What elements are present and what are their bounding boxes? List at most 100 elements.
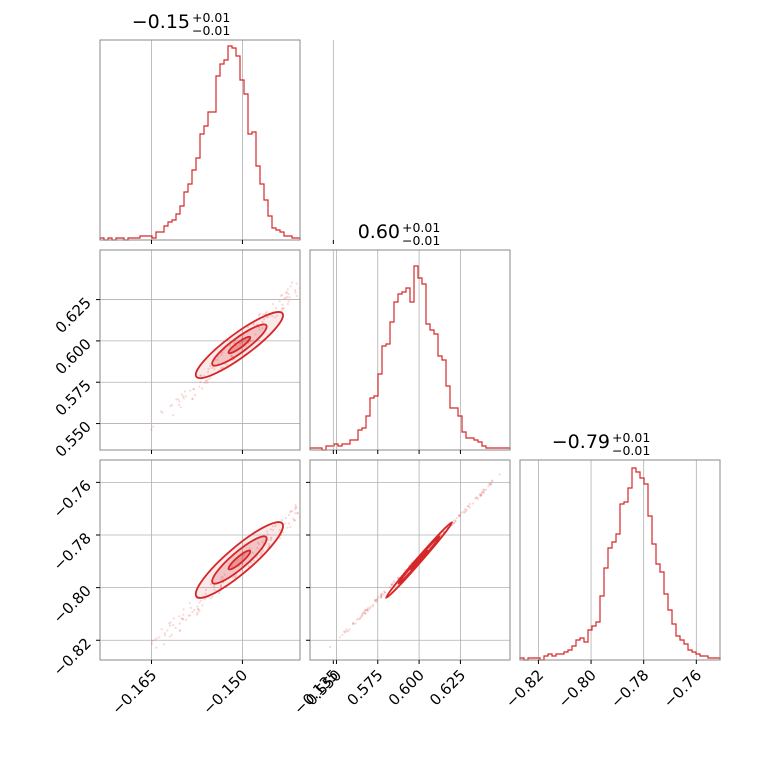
scatter-point (183, 390, 186, 393)
scatter-point (286, 296, 289, 299)
scatter-point (345, 628, 348, 631)
scatter-point (211, 595, 214, 598)
scatter-point (362, 611, 365, 614)
scatter-point (338, 636, 341, 639)
panel-frame (309, 249, 511, 451)
scatter-point (271, 302, 275, 306)
scatter-point (458, 515, 461, 518)
scatter-point (351, 623, 355, 626)
scatter-point (188, 601, 191, 605)
scatter-point (233, 575, 237, 578)
x-tick-label: −0.150 (199, 666, 251, 718)
scatter-point (364, 612, 367, 615)
scatter-point (491, 479, 494, 482)
scatter-point (365, 608, 368, 611)
scatter-point (465, 508, 468, 511)
panel-frame (309, 459, 511, 661)
contour-level (194, 521, 284, 599)
scatter-point (490, 480, 494, 483)
scatter-point (278, 528, 281, 532)
scatter-point (368, 607, 372, 610)
panel-title-value: −0.79 (552, 431, 610, 453)
scatter-point (253, 559, 256, 562)
scatter-point (293, 519, 296, 522)
scatter-point (249, 340, 252, 343)
scatter-point (282, 307, 285, 311)
scatter-point (191, 397, 194, 400)
scatter-point (454, 520, 457, 523)
scatter-point (254, 333, 257, 336)
scatter-point (390, 583, 393, 586)
scatter-point (216, 358, 219, 362)
scatter-point (182, 608, 185, 611)
pair-content (150, 275, 300, 431)
scatter-point (375, 600, 378, 604)
scatter-point (360, 615, 363, 618)
scatter-point (366, 609, 369, 612)
scatter-point (232, 341, 235, 345)
scatter-point (163, 632, 166, 635)
scatter-point (374, 599, 377, 602)
scatter-point (388, 585, 392, 589)
scatter-point (182, 397, 185, 400)
scatter-point (474, 496, 478, 499)
scatter-point (302, 503, 304, 505)
scatter-point (210, 583, 213, 586)
x-tick-label: 0.600 (385, 666, 428, 709)
scatter-point (178, 628, 181, 632)
scatter-point (210, 597, 213, 600)
scatter-point (379, 596, 383, 600)
contour-level (227, 335, 252, 355)
scatter-point (369, 605, 372, 608)
scatter-point (462, 510, 465, 513)
scatter-point (383, 591, 386, 594)
scatter-point (181, 617, 184, 620)
scatter-point (199, 373, 202, 377)
scatter-point (196, 611, 199, 614)
scatter-point (362, 612, 365, 615)
scatter-point (294, 512, 297, 515)
scatter-point (210, 366, 213, 370)
panel-background (310, 250, 510, 450)
y-tick-label: 0.600 (52, 335, 95, 378)
scatter-point (294, 506, 297, 509)
scatter-point (289, 510, 292, 513)
scatter-point (278, 300, 281, 303)
scatter-point (217, 355, 220, 358)
y-tick-label: −0.80 (50, 582, 95, 627)
scatter-point (278, 536, 282, 540)
scatter-point (172, 414, 175, 417)
scatter-point (207, 367, 210, 370)
scatter-point (257, 314, 261, 317)
scatter-point (380, 595, 383, 598)
scatter-point (184, 618, 188, 621)
scatter-point (285, 291, 288, 295)
scatter-point (363, 610, 366, 613)
scatter-point (177, 398, 180, 401)
scatter-point (263, 317, 266, 321)
scatter-point (158, 636, 161, 639)
scatter-point (396, 577, 399, 580)
contour-level (409, 549, 429, 571)
scatter-point (360, 614, 364, 617)
histogram-panel-3: −0.82 −0.80 −0.78 −0.76 −0.79 +0.01−0.01 (502, 430, 721, 711)
scatter-point (260, 551, 263, 554)
scatter-point (260, 552, 263, 555)
scatter-point (182, 613, 185, 616)
contour-level (211, 323, 268, 367)
scatter-point (374, 598, 377, 601)
scatter-point (269, 539, 273, 542)
scatter-point (366, 609, 369, 613)
panel-title-minus: −0.01 (192, 23, 230, 38)
scatter-point (201, 604, 204, 607)
scatter-point (213, 588, 216, 592)
scatter-point (199, 381, 202, 384)
scatter-point (223, 573, 226, 576)
scatter-point (371, 603, 375, 607)
panel-frame (519, 459, 721, 661)
scatter-point (279, 294, 283, 298)
scatter-point (498, 473, 501, 476)
scatter-point (168, 635, 172, 638)
scatter-point (382, 593, 385, 596)
scatter-point (371, 605, 374, 608)
